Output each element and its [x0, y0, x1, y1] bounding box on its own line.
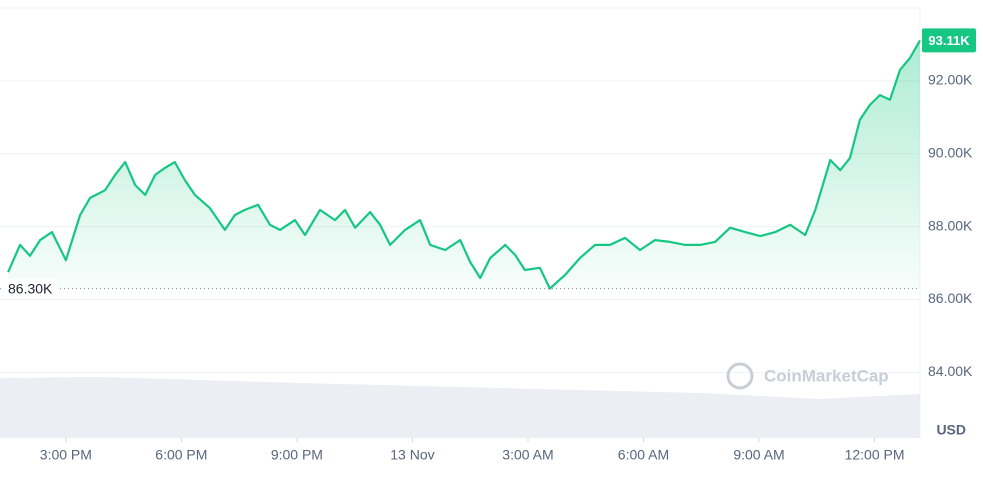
watermark: CoinMarketCap	[726, 362, 889, 390]
price-area	[8, 40, 921, 289]
plot: 86.30K	[0, 39, 921, 298]
x-tick-label: 9:00 AM	[733, 447, 784, 463]
y-tick-label: 92.00K	[928, 72, 973, 88]
low-label: 86.30K	[8, 280, 53, 296]
x-tick-label: 12:00 PM	[845, 447, 905, 463]
y-tick-label: 86.00K	[928, 290, 973, 306]
current-price-bg	[922, 28, 976, 53]
x-tick-label: 3:00 AM	[502, 447, 553, 463]
watermark-logo	[726, 362, 754, 390]
low-label-bg	[3, 279, 57, 298]
x-tick-label: 6:00 PM	[155, 447, 207, 463]
y-tick-label: 90.00K	[928, 144, 973, 160]
watermark-text: CoinMarketCap	[764, 366, 889, 385]
y-tick-label: 84.00K	[928, 363, 973, 379]
x-tick-label: 13 Nov	[390, 447, 434, 463]
x-tick-label: 9:00 PM	[271, 447, 323, 463]
x-tick-label: 6:00 AM	[618, 447, 669, 463]
price-line	[7, 39, 921, 290]
x-tick-label: 3:00 PM	[40, 447, 92, 463]
current-price-label: 93.11K	[928, 33, 970, 48]
y-tick-label: 88.00K	[928, 217, 973, 233]
volume-area	[0, 377, 920, 438]
currency-label: USD	[936, 422, 966, 438]
